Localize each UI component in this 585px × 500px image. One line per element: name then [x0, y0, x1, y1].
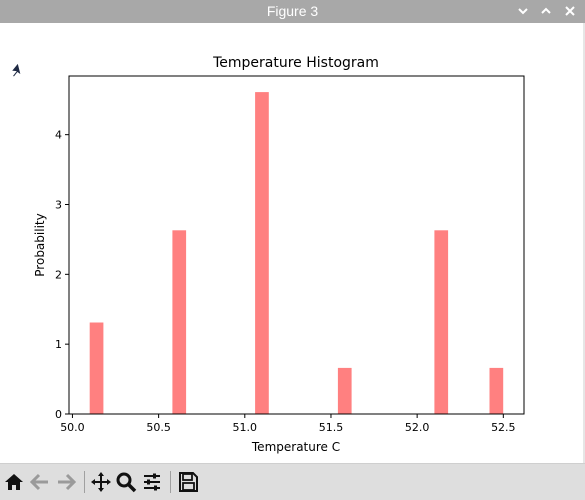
mouse-cursor-icon [9, 62, 23, 84]
histogram-chart: Temperature Histogram 50.0 50.5 51.0 51.5 52… [33, 55, 525, 454]
pan-icon[interactable] [89, 470, 113, 494]
histogram-bar [255, 92, 269, 414]
close-icon[interactable] [561, 2, 579, 20]
bars-group [89, 92, 504, 414]
window-title: Figure 3 [266, 3, 319, 19]
save-icon[interactable] [176, 470, 200, 494]
home-icon[interactable] [2, 470, 26, 494]
axes-frame [68, 75, 525, 415]
y-ticks: 0 1 2 3 4 [55, 129, 69, 421]
y-axis-label: Probability [33, 213, 47, 276]
toolbar-separator [84, 471, 85, 493]
toolbar-separator [170, 471, 171, 493]
navigation-toolbar [0, 463, 585, 500]
y-tick-label: 3 [55, 198, 62, 211]
histogram-bar [172, 230, 187, 414]
canvas-edge [583, 23, 585, 463]
chevron-down-icon[interactable] [514, 2, 532, 20]
forward-arrow-icon[interactable] [54, 470, 78, 494]
y-tick-label: 4 [55, 129, 62, 142]
configure-subplots-icon[interactable] [140, 470, 164, 494]
y-tick-label: 2 [55, 268, 62, 281]
x-ticks: 50.0 50.5 51.0 51.5 52.0 52.5 [60, 414, 516, 434]
window-titlebar: Figure 3 [0, 0, 585, 23]
x-tick-label: 52.5 [491, 421, 516, 434]
chevron-up-icon[interactable] [537, 2, 555, 20]
x-tick-label: 50.0 [60, 421, 85, 434]
zoom-icon[interactable] [114, 470, 138, 494]
histogram-bar [489, 367, 504, 414]
x-tick-label: 52.0 [405, 421, 430, 434]
histogram-bar [434, 230, 449, 414]
x-tick-label: 51.5 [319, 421, 344, 434]
y-tick-label: 1 [55, 338, 62, 351]
x-axis-label: Temperature C [251, 440, 340, 454]
chart-title: Temperature Histogram [212, 55, 379, 71]
histogram-bar [89, 322, 104, 414]
x-tick-label: 51.0 [233, 421, 258, 434]
back-arrow-icon[interactable] [28, 470, 52, 494]
figure-canvas[interactable]: Temperature Histogram 50.0 50.5 51.0 51.5 52… [0, 23, 585, 463]
x-tick-label: 50.5 [146, 421, 171, 434]
y-tick-label: 0 [55, 408, 62, 421]
histogram-bar [337, 367, 352, 414]
